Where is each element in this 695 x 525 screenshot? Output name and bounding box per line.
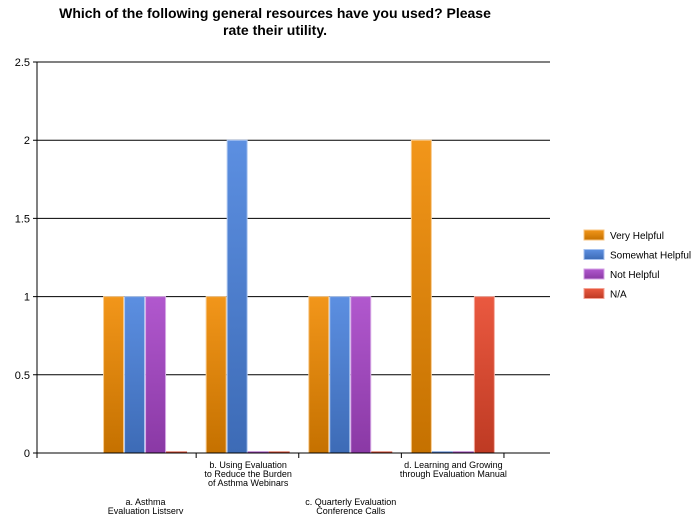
y-tick-label: 2: [24, 135, 30, 147]
chart-title: Which of the following general resources…: [0, 5, 550, 39]
bar: [124, 296, 146, 454]
bar: [329, 296, 351, 454]
bar: [350, 296, 372, 454]
x-category-label: of Asthma Webinars: [208, 478, 289, 488]
y-tick-label: 1: [24, 292, 30, 304]
y-tick-label: 0.5: [15, 370, 30, 382]
x-category-label: through Evaluation Manual: [400, 469, 507, 479]
x-category-label: b. Using Evaluation: [209, 460, 287, 470]
x-category-label: Evaluation Listserv: [108, 506, 184, 516]
bar: [205, 296, 227, 454]
x-category-label: to Reduce the Burden: [204, 469, 292, 479]
legend-label: Very Helpful: [610, 231, 664, 242]
bar: [308, 296, 330, 454]
bar: [410, 139, 432, 454]
x-category-label: d. Learning and Growing: [404, 460, 503, 470]
bar: [103, 296, 125, 454]
x-category-label: Conference Calls: [316, 506, 386, 516]
y-tick-label: 2.5: [15, 57, 30, 69]
legend-swatch: [583, 249, 605, 260]
legend-label: N/A: [610, 290, 627, 301]
chart-title-line-2: rate their utility.: [223, 22, 327, 38]
y-tick-label: 0: [24, 448, 30, 460]
bar: [226, 139, 248, 454]
legend-swatch: [583, 229, 605, 241]
legend-swatch: [583, 288, 605, 299]
legend-label: Not Helpful: [610, 270, 659, 281]
x-category-label: a. Asthma: [126, 497, 166, 507]
bar: [145, 296, 167, 454]
bar: [473, 296, 495, 454]
legend-swatch: [583, 268, 605, 280]
chart-title-line-1: Which of the following general resources…: [59, 5, 491, 21]
y-tick-label: 1.5: [15, 213, 30, 225]
x-category-label: c. Quarterly Evaluation: [305, 497, 396, 507]
legend-label: Somewhat Helpful: [610, 251, 691, 262]
